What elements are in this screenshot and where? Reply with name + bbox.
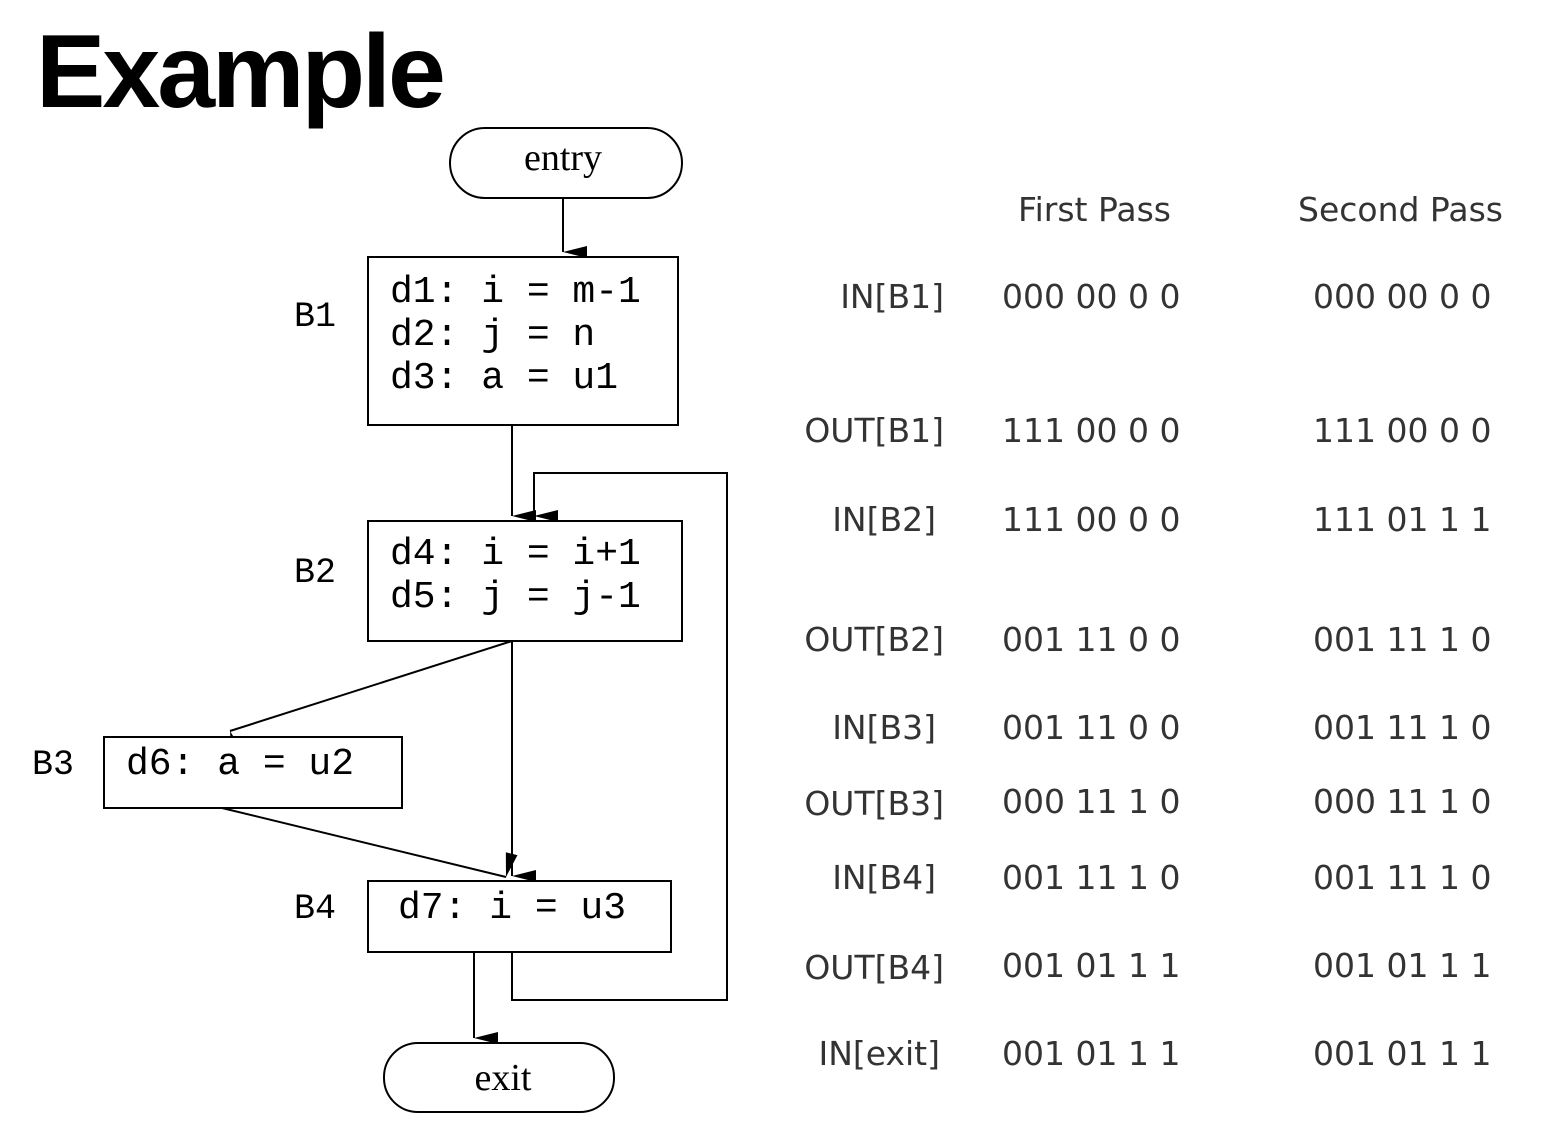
header-second-pass: Second Pass [1298,190,1503,229]
cell-second: 000 00 0 0 [1313,277,1492,316]
block-b1-label: B1 [294,297,336,337]
cell-second: 001 11 1 0 [1313,708,1492,747]
b3-line-1: d6: a = u2 [126,743,354,786]
cell-first: 001 01 1 1 [1002,946,1181,985]
cell-second: 001 01 1 1 [1313,946,1492,985]
row-label: OUT[B3] [804,784,944,823]
block-b3-label: B3 [32,745,74,785]
edge-b2-b3 [229,640,513,756]
block-b2-label: B2 [294,553,336,593]
row-label: IN[B2] [832,500,936,539]
cell-second: 001 01 1 1 [1313,1034,1492,1073]
row-label: IN[exit] [818,1034,940,1073]
cell-second: 001 11 1 0 [1313,858,1492,897]
entry-label: entry [524,137,602,179]
block-b3: B3 d6: a = u2 [32,736,403,809]
edge-b3-b4 [221,807,518,878]
row-label: IN[B3] [832,708,936,747]
exit-node: exit [383,1042,615,1113]
b1-line-1: d1: i = m-1 [390,271,641,314]
cell-first: 001 01 1 1 [1002,1034,1181,1073]
b1-line-2: d2: j = n [390,314,595,357]
flow-graph: entry B1 d1: i = m-1 d2: j = n d3: a = u… [32,127,728,1113]
row-label: IN[B4] [832,858,936,897]
exit-label: exit [475,1057,532,1099]
header-first-pass: First Pass [1018,190,1171,229]
row-label: OUT[B1] [804,411,944,450]
block-b4: B4 d7: i = u3 [294,880,672,953]
cell-first: 111 00 0 0 [1002,411,1181,450]
row-label: OUT[B4] [804,948,944,987]
cell-first: 000 11 1 0 [1002,782,1181,821]
cell-first: 111 00 0 0 [1002,500,1181,539]
b4-line-1: d7: i = u3 [398,887,626,930]
cell-second: 111 01 1 1 [1313,500,1492,539]
edge-b4-b2-loop [511,472,728,1001]
cell-first: 000 00 0 0 [1002,277,1181,316]
entry-node: entry [449,127,683,199]
cell-first: 001 11 0 0 [1002,620,1181,659]
b2-line-1: d4: i = i+1 [390,533,641,576]
cell-first: 001 11 0 0 [1002,708,1181,747]
cell-second: 001 11 1 0 [1313,620,1492,659]
block-b1: B1 d1: i = m-1 d2: j = n d3: a = u1 [294,256,679,426]
row-label: IN[B1] [840,277,944,316]
row-label: OUT[B2] [804,620,944,659]
cell-first: 001 11 1 0 [1002,858,1181,897]
block-b2: B2 d4: i = i+1 d5: j = j-1 [294,520,683,642]
b1-line-3: d3: a = u1 [390,357,618,400]
cell-second: 000 11 1 0 [1313,782,1492,821]
b2-line-2: d5: j = j-1 [390,576,641,619]
block-b4-label: B4 [294,889,336,929]
cell-second: 111 00 0 0 [1313,411,1492,450]
page-title: Example [36,14,446,130]
